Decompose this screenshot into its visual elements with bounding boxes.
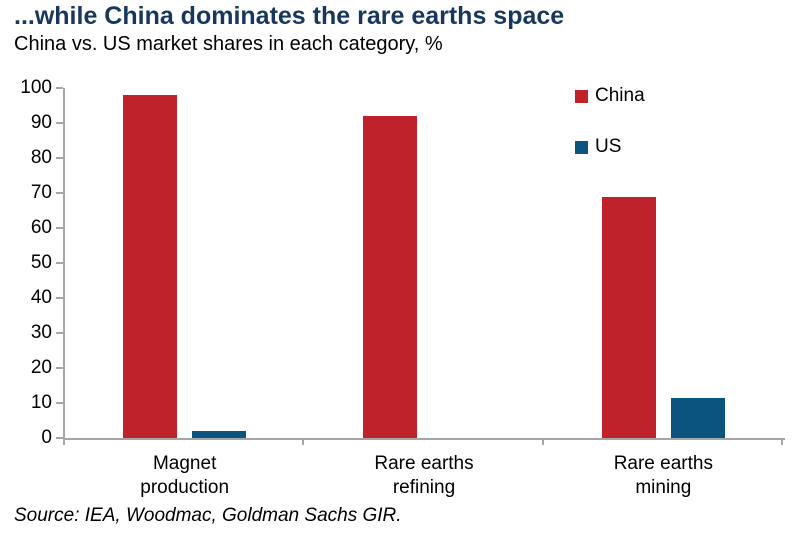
x-axis-tick-mark: [302, 438, 305, 445]
y-axis-tick-label: 10: [30, 392, 52, 413]
bar-us-rare-earths-mining: [670, 397, 725, 438]
y-axis-tick-mark: [56, 402, 63, 404]
y-axis-tick-label: 50: [30, 252, 52, 273]
y-axis-tick-mark: [56, 87, 63, 89]
y-axis-tick-label: 70: [30, 182, 52, 203]
x-axis-category-label: Magnet production: [140, 453, 230, 498]
legend-item-us: US: [575, 136, 621, 158]
y-axis-tick-mark: [56, 157, 63, 159]
y-axis-tick-label: 80: [30, 147, 52, 168]
chart-title: ...while China dominates the rare earths…: [14, 2, 565, 30]
y-axis-tick-mark: [56, 367, 63, 369]
y-axis-tick-label: 40: [30, 287, 52, 308]
x-axis-tick-mark: [781, 438, 783, 445]
y-axis-tick-label: 90: [30, 112, 52, 133]
y-axis-tick-mark: [56, 192, 63, 194]
y-axis-tick-mark: [56, 227, 63, 229]
bar-china-rare-earths-refining: [362, 116, 417, 438]
bar-china-rare-earths-mining: [601, 196, 656, 438]
bar-china-magnet-production: [123, 95, 178, 438]
bar-group: [123, 95, 247, 438]
y-axis-tick-label: 0: [41, 427, 52, 448]
china-legend-swatch: [575, 89, 588, 103]
bar-group: [601, 196, 725, 438]
legend-item-china: China: [575, 85, 645, 107]
y-axis-tick-mark: [56, 332, 63, 334]
x-axis-category-label: Rare earths mining: [613, 453, 713, 498]
us-legend-swatch: [575, 140, 588, 154]
bar-group: [362, 116, 486, 438]
y-axis-tick-label: 30: [30, 322, 52, 343]
plot-area: [63, 88, 785, 440]
y-axis-tick-mark: [56, 122, 63, 124]
y-axis-tick-mark: [56, 297, 63, 299]
x-axis-tick-mark: [63, 438, 65, 445]
y-axis-tick-label: 100: [20, 77, 52, 98]
chart-subtitle: China vs. US market shares in each categ…: [14, 33, 443, 55]
y-axis-tick-mark: [56, 262, 63, 264]
y-axis-tick-mark: [56, 437, 63, 439]
x-axis-tick-mark: [541, 438, 544, 445]
us-legend-label: US: [595, 136, 622, 157]
source-note: Source: IEA, Woodmac, Goldman Sachs GIR.: [14, 505, 402, 526]
x-axis-category-label: Rare earths refining: [374, 453, 474, 498]
bar-us-magnet-production: [192, 431, 247, 438]
y-axis-tick-label: 60: [30, 217, 52, 238]
china-legend-label: China: [595, 85, 645, 106]
y-axis-tick-label: 20: [30, 357, 52, 378]
